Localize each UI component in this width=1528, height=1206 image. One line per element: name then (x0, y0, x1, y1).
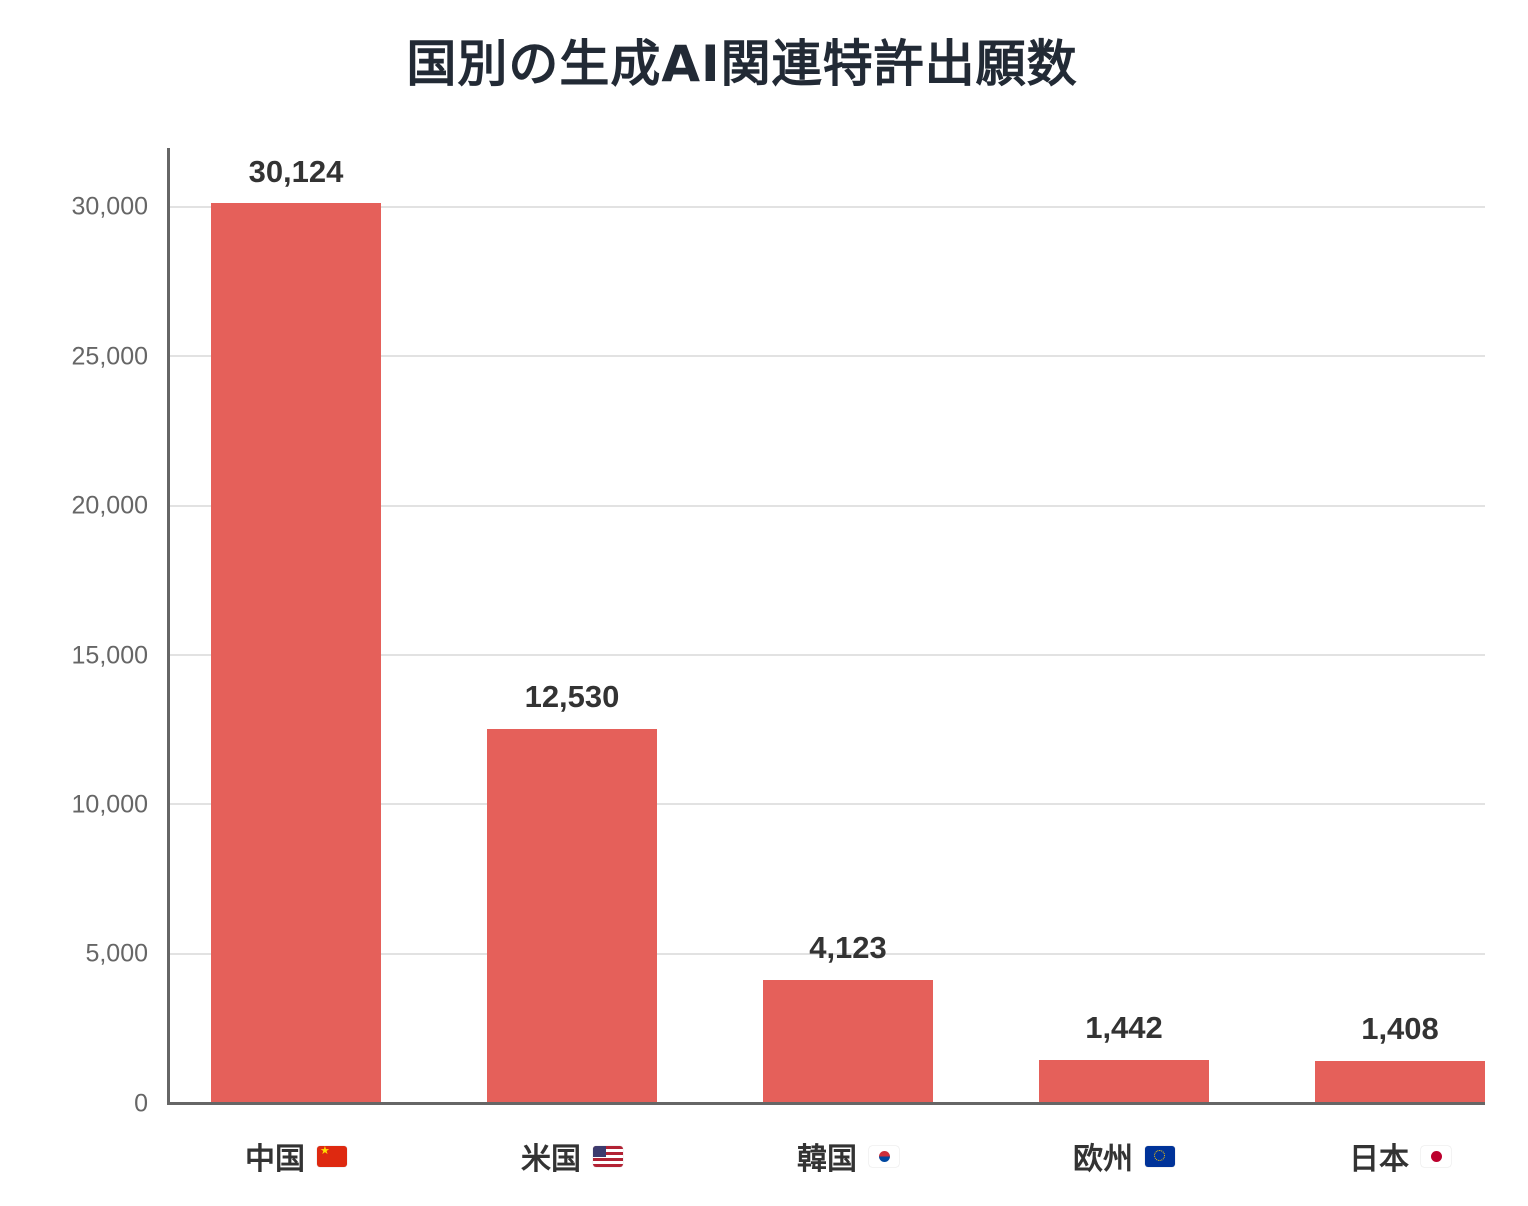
x-tick-usa: 米国 (434, 1134, 710, 1178)
x-tick-europe: 欧州 (986, 1134, 1262, 1178)
x-tick-label: 日本 (1349, 1142, 1409, 1177)
x-tick-japan: 日本 (1262, 1134, 1528, 1178)
gridline-25000 (170, 355, 1485, 357)
chart-title: 国別の生成AI関連特許出願数 (406, 35, 1078, 93)
bar-japan[interactable] (1315, 1061, 1485, 1103)
bar-usa[interactable] (487, 729, 657, 1103)
gridline-5000 (170, 953, 1485, 955)
bar-value-label: 4,123 (809, 930, 887, 965)
x-tick-korea: 韓国 (710, 1134, 986, 1178)
y-tick-label: 5,000 (85, 939, 148, 968)
korea-flag-icon (869, 1145, 899, 1167)
x-tick-label: 韓国 (797, 1142, 857, 1177)
usa-flag-icon (593, 1145, 623, 1167)
y-tick-label: 30,000 (71, 192, 148, 221)
x-tick-label: 中国 (245, 1142, 305, 1177)
x-tick-label: 米国 (521, 1142, 581, 1177)
y-tick-label: 10,000 (71, 790, 148, 819)
bar-europe[interactable] (1039, 1060, 1209, 1103)
bar-china[interactable] (211, 203, 381, 1103)
y-tick-label: 20,000 (71, 491, 148, 520)
bar-value-label: 1,442 (1085, 1010, 1163, 1045)
china-flag-icon (317, 1145, 347, 1167)
y-tick-label: 25,000 (71, 342, 148, 371)
bar-value-label: 1,408 (1361, 1011, 1439, 1046)
gridline-20000 (170, 505, 1485, 507)
gridline-15000 (170, 654, 1485, 656)
y-tick-label: 15,000 (71, 641, 148, 670)
x-tick-label: 欧州 (1073, 1142, 1133, 1177)
gridline-10000 (170, 803, 1485, 805)
gridline-30000 (170, 206, 1485, 208)
y-tick-label: 0 (134, 1089, 148, 1118)
bar-korea[interactable] (763, 980, 933, 1103)
y-axis (167, 148, 170, 1105)
bar-value-label: 12,530 (524, 679, 620, 714)
bar-value-label: 30,124 (248, 154, 344, 189)
x-tick-china: 中国 (158, 1134, 434, 1178)
eu-flag-icon (1145, 1145, 1175, 1167)
japan-flag-icon (1421, 1145, 1451, 1167)
x-axis (167, 1102, 1485, 1105)
